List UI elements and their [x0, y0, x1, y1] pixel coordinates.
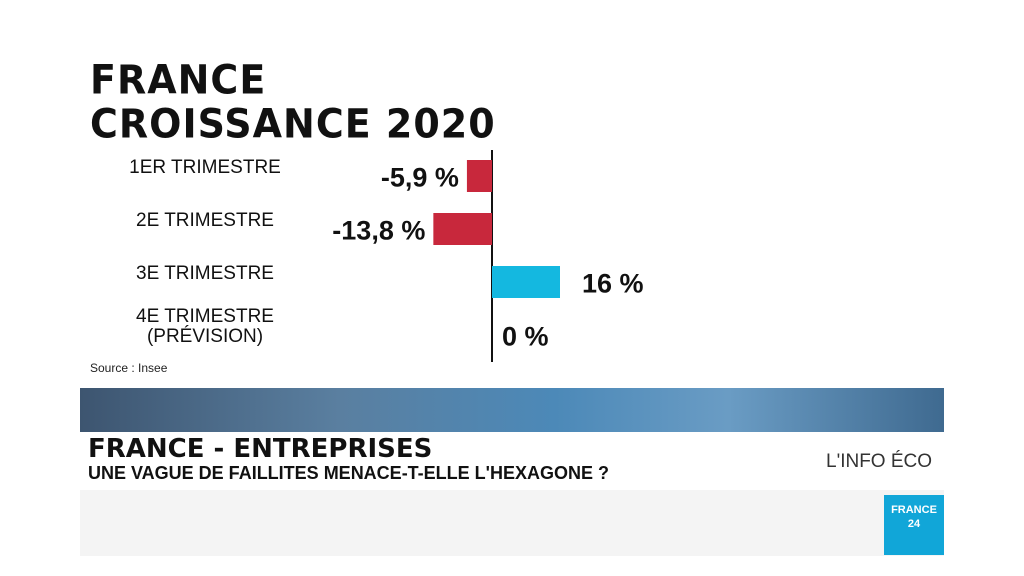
value-label: -5,9 %	[380, 162, 459, 193]
chart-title: FRANCE CROISSANCE 2020	[90, 56, 496, 148]
chart	[433, 150, 560, 362]
banner	[80, 432, 944, 490]
value-label: 0 %	[502, 321, 549, 352]
bar	[433, 213, 492, 245]
headline: FRANCE - ENTREPRISES	[88, 434, 433, 464]
bar	[492, 266, 560, 298]
value-label: 16 %	[582, 268, 644, 299]
value-label: -13,8 %	[332, 215, 426, 246]
category-label: 2E TRIMESTRE	[136, 210, 274, 231]
logo-text: FRANCE 24	[891, 504, 937, 530]
logo: FRANCE 24	[884, 495, 944, 555]
subline: UNE VAGUE DE FAILLITES MENACE-T-ELLE L'H…	[88, 463, 609, 483]
bar	[466, 160, 492, 192]
ticker-strip	[80, 388, 944, 432]
program-tag: L'INFO ÉCO	[826, 451, 933, 472]
source: Source : Insee	[90, 361, 168, 375]
lower-band	[80, 490, 944, 556]
category-label: 3E TRIMESTRE	[136, 263, 274, 284]
category-label: 4E TRIMESTRE (PRÉVISION)	[136, 306, 274, 347]
category-label: 1ER TRIMESTRE	[129, 157, 281, 178]
